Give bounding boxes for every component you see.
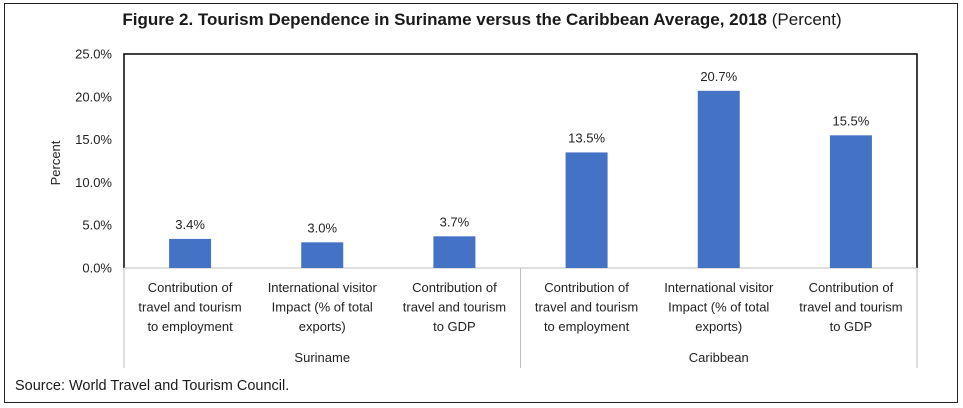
group-label: Caribbean	[689, 350, 749, 365]
category-label-line: Impact (% of total	[272, 300, 373, 315]
y-axis-title: Percent	[48, 140, 63, 185]
bar	[433, 236, 476, 268]
data-label: 3.7%	[440, 214, 470, 229]
category-label-line: Contribution of	[412, 280, 497, 295]
category-label-line: to employment	[544, 319, 630, 334]
bar	[829, 135, 872, 268]
category-label-line: International visitor	[664, 280, 774, 295]
category-label: Contribution of travel and tourism to GDP	[403, 280, 506, 334]
figure-frame: Figure 2. Tourism Dependence in Suriname…	[4, 3, 958, 403]
category-label: International visitor Impact (% of total e…	[664, 280, 774, 334]
category-label-line: Contribution of	[544, 280, 629, 295]
category-label-line: to employment	[147, 319, 233, 334]
category-label-line: Impact (% of total	[668, 300, 769, 315]
category-label-line: exports)	[695, 319, 742, 334]
y-tick-label: 20.0%	[75, 89, 112, 104]
source-note: Source: World Travel and Tourism Council…	[15, 378, 290, 394]
y-tick-label: 15.0%	[75, 132, 112, 147]
category-label-line: travel and tourism	[138, 300, 241, 315]
y-tick-label: 5.0%	[82, 218, 112, 233]
y-tick-label: 10.0%	[75, 175, 112, 190]
category-label: Contribution of travel and tourism to GDP	[799, 280, 902, 334]
plot-area-border	[123, 53, 918, 268]
category-label-line: to GDP	[433, 319, 476, 334]
bar	[169, 238, 212, 268]
category-label-line: travel and tourism	[535, 300, 638, 315]
category-label-line: Contribution of	[148, 280, 233, 295]
chart-title: Figure 2. Tourism Dependence in Suriname…	[5, 10, 959, 30]
y-tick-label: 0.0%	[82, 261, 112, 276]
category-label-line: to GDP	[830, 319, 873, 334]
data-label: 20.7%	[700, 69, 737, 84]
data-label: 3.0%	[307, 220, 337, 235]
category-label-line: travel and tourism	[403, 300, 506, 315]
chart-title-main: Figure 2. Tourism Dependence in Suriname…	[122, 10, 767, 29]
category-label-line: Contribution of	[809, 280, 894, 295]
category-label: Contribution of travel and tourism to empl…	[138, 280, 241, 334]
category-label-line: International visitor	[268, 280, 378, 295]
category-label-line: travel and tourism	[799, 300, 902, 315]
data-label: 15.5%	[832, 113, 869, 128]
group-label: Suriname	[294, 350, 350, 365]
data-label: 13.5%	[568, 130, 605, 145]
bar	[697, 90, 740, 268]
category-label-line: exports)	[299, 319, 346, 334]
category-label: Contribution of travel and tourism to empl…	[535, 280, 638, 334]
y-tick-label: 25.0%	[75, 47, 112, 62]
bar	[301, 242, 344, 268]
data-label: 3.4%	[175, 217, 205, 232]
chart-title-unit: (Percent)	[771, 10, 842, 29]
category-label: International visitor Impact (% of total e…	[268, 280, 378, 334]
bar	[565, 152, 608, 268]
